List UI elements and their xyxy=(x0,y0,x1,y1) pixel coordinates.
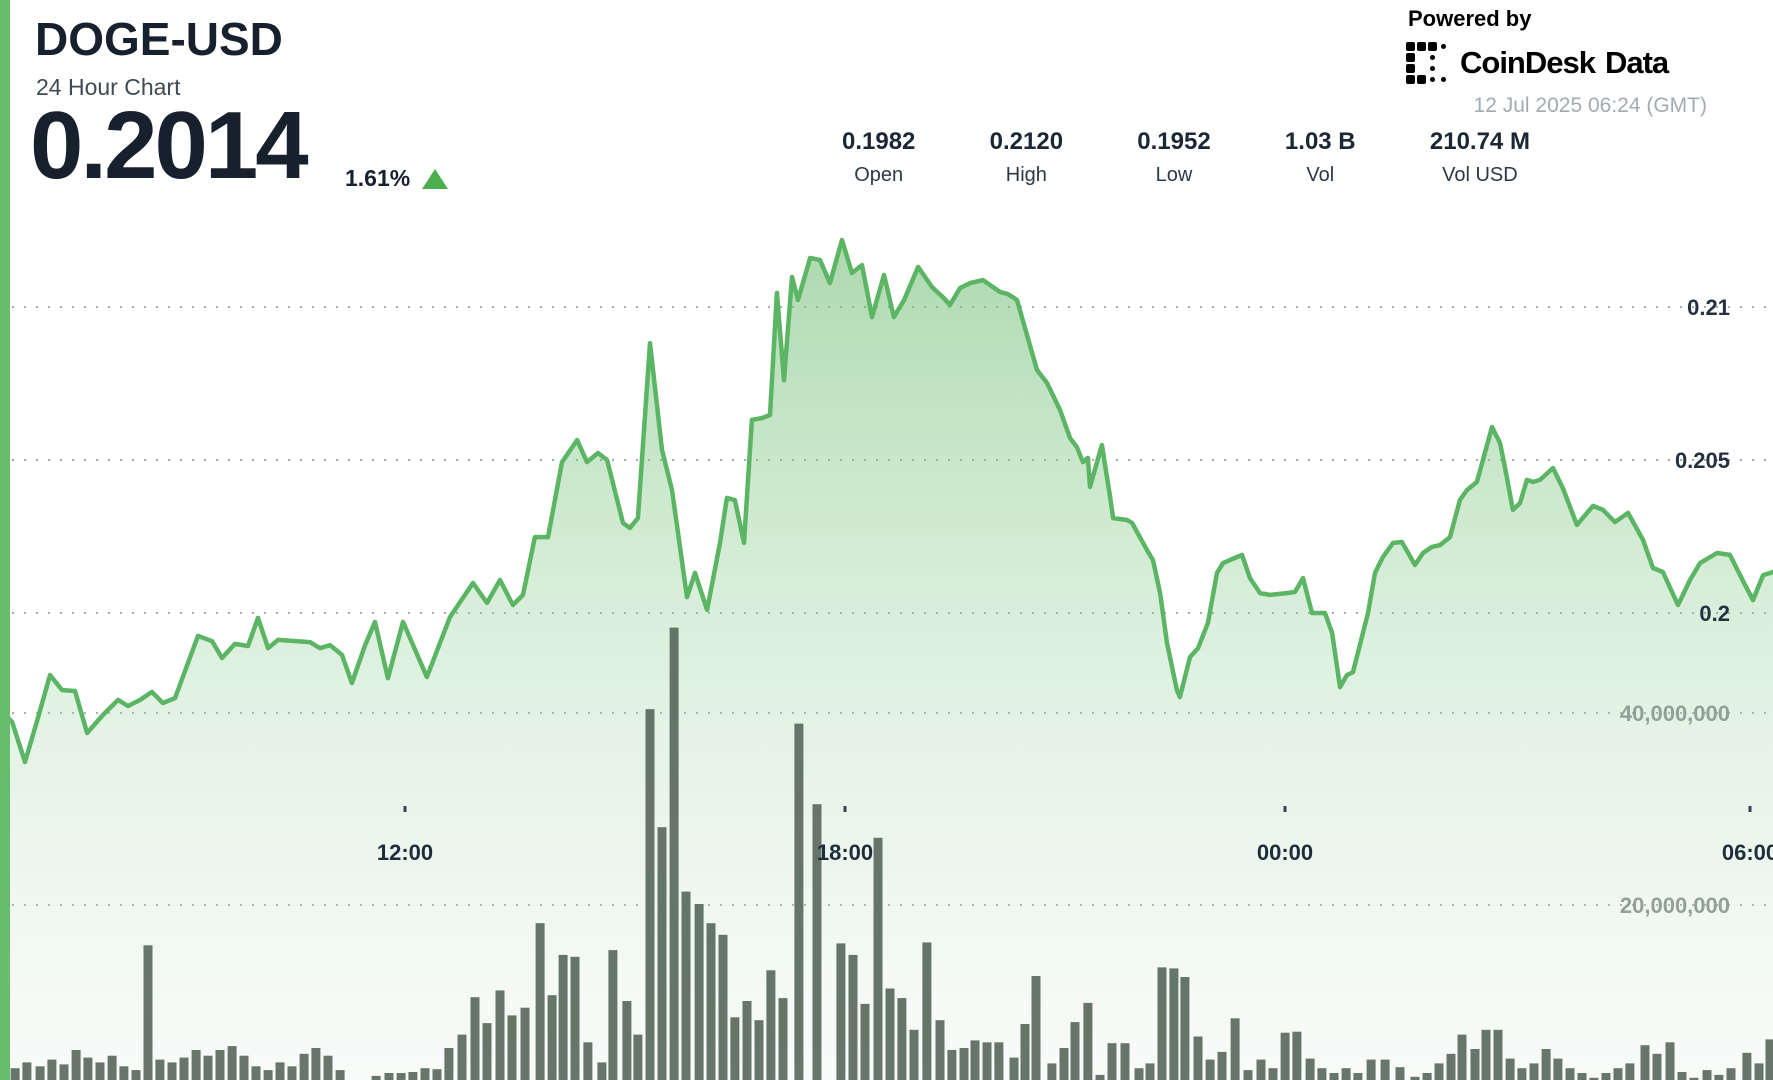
coindesk-logo-text: CoinDesk Data xyxy=(1460,45,1669,80)
time-axis-tick xyxy=(403,806,407,812)
stat-open: 0.1982 Open xyxy=(842,128,915,187)
stat-vol-usd: 210.74 M Vol USD xyxy=(1430,128,1530,187)
stat-vol-value: 1.03 B xyxy=(1284,128,1356,155)
ohlc-stats-row: 0.1982 Open 0.2120 High 0.1952 Low 1.03 B Vol 21… xyxy=(842,128,1530,187)
stat-open-label: Open xyxy=(854,164,904,186)
stat-low-label: Low xyxy=(1155,164,1193,186)
price-axis-label: 0.205 xyxy=(1675,448,1730,473)
price-change-pct: 1.61% xyxy=(345,165,411,191)
stat-vol-usd-value: 210.74 M xyxy=(1429,128,1530,155)
volume-axis-label: 40,000,000 xyxy=(1620,701,1730,726)
current-price: 0.2014 xyxy=(30,92,309,199)
up-arrow-icon xyxy=(422,168,449,189)
price-line xyxy=(0,237,1773,765)
price-area-fill xyxy=(0,240,1773,1080)
stat-vol: 1.03 B Vol xyxy=(1285,128,1356,187)
left-accent-bar xyxy=(0,0,10,1080)
price-change: 1.61% xyxy=(345,165,449,192)
volume-axis-label: 20,000,000 xyxy=(1620,893,1730,918)
price-axis-label: 0.2 xyxy=(1699,601,1730,626)
time-axis-label: 00:00 xyxy=(1257,840,1313,865)
chart-timestamp: 12 Jul 2025 06:24 (GMT) xyxy=(1473,94,1707,117)
time-axis-tick xyxy=(1283,806,1287,812)
stat-high-label: High xyxy=(1005,164,1047,186)
stat-low-value: 0.1952 xyxy=(1137,128,1211,155)
volume-bars xyxy=(0,627,1773,1080)
price-axis-label: 0.21 xyxy=(1687,295,1730,320)
time-axis-tick xyxy=(1748,806,1752,812)
time-axis-label: 12:00 xyxy=(377,840,433,865)
stat-vol-label: Vol xyxy=(1306,164,1335,186)
stat-low: 0.1952 Low xyxy=(1137,128,1210,187)
stat-vol-usd-label: Vol USD xyxy=(1442,164,1518,186)
stat-high-value: 0.2120 xyxy=(989,128,1064,155)
chart-subtitle: 24 Hour Chart xyxy=(36,74,181,100)
time-axis-tick xyxy=(843,806,847,812)
stat-open-value: 0.1982 xyxy=(842,128,916,155)
stat-high: 0.2120 High xyxy=(990,128,1063,187)
time-axis-label: 18:00 xyxy=(817,840,873,865)
page-title-symbol: DOGE-USD xyxy=(35,13,283,65)
time-axis-label: 06:00 xyxy=(1722,840,1773,865)
axis-labels: 0.21 0.205 0.2 40,000,000 20,000,000 12:00 18:… xyxy=(377,295,1773,918)
powered-by-label: Powered by xyxy=(1408,6,1532,31)
coindesk-data-logo[interactable]: CoinDesk Data xyxy=(1406,42,1669,84)
coindesk-logo-icon xyxy=(1406,42,1448,84)
